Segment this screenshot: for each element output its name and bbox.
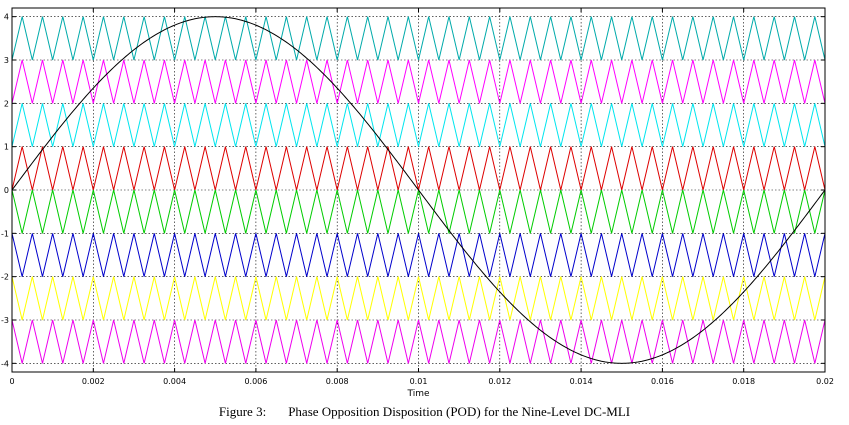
y-tick-label: -3 (1, 316, 9, 325)
axis-ticks: 0 0.002 0.004 0.006 0.008 0.01 0.012 0.014 0.016… (1, 8, 834, 386)
x-tick-label: 0 (9, 377, 14, 386)
figure-caption: Figure 3: Phase Opposition Disposition (P… (0, 404, 849, 420)
y-tick-label: -1 (1, 229, 9, 238)
y-tick-label: 0 (4, 186, 9, 195)
y-tick-label: -2 (1, 273, 9, 282)
y-tick-label: -4 (1, 359, 9, 368)
carrier-band-1 (11, 16, 826, 61)
carrier-band-8 (11, 319, 826, 364)
x-tick-label: 0.008 (326, 377, 349, 386)
reference-sine-line (11, 16, 826, 364)
y-tick-label: 4 (4, 13, 9, 22)
figure-caption-text: Phase Opposition Disposition (POD) for t… (288, 404, 631, 419)
x-tick-label: 0.002 (82, 377, 105, 386)
y-tick-label: 2 (4, 99, 9, 108)
x-tick-label: 0.014 (570, 377, 593, 386)
x-tick-label: 0.02 (816, 377, 834, 386)
y-tick-label: 1 (4, 143, 9, 152)
x-tick-label: 0.016 (651, 377, 674, 386)
figure-number: Figure 3: (218, 404, 267, 419)
x-tick-label: 0.018 (732, 377, 755, 386)
x-axis-label: Time (406, 389, 429, 399)
carrier-band-2 (11, 59, 826, 104)
carrier-band-3 (11, 103, 826, 147)
carrier-band-7 (11, 276, 826, 321)
x-tick-label: 0.012 (488, 377, 511, 386)
reference-sine (11, 16, 826, 364)
carrier-band-6 (11, 233, 826, 277)
x-tick-label: 0.006 (244, 377, 267, 386)
x-tick-label: 0.01 (410, 377, 428, 386)
x-tick-label: 0.004 (163, 377, 186, 386)
y-tick-label: 3 (4, 56, 9, 65)
